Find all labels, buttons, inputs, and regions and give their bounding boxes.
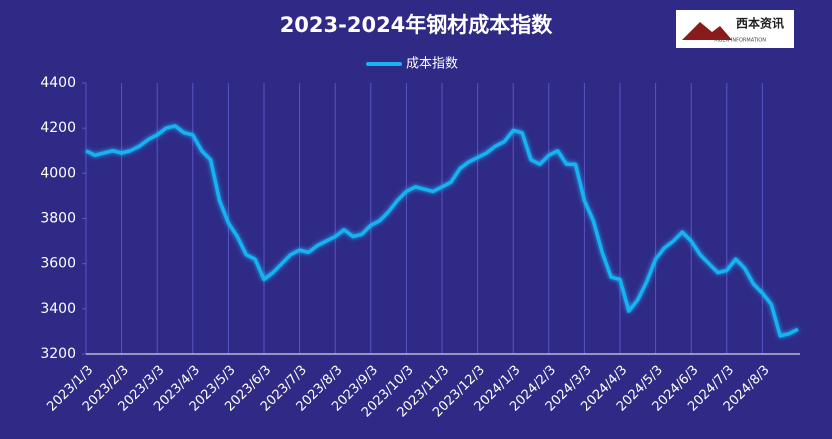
y-tick-label: 3200: [40, 346, 76, 362]
legend-label: 成本指数: [406, 57, 458, 72]
logo-subtitle: XIBEN INFORMATION: [714, 38, 766, 44]
chart-title: 2023-2024年钢材成本指数: [280, 13, 554, 37]
y-tick-label: 4200: [40, 120, 76, 136]
y-tick-label: 4400: [40, 75, 76, 91]
logo: 西本资讯 XIBEN INFORMATION: [676, 10, 794, 48]
logo-icon: [682, 22, 732, 40]
logo-name: 西本资讯: [736, 16, 784, 31]
y-tick-label: 3600: [40, 256, 76, 272]
y-tick-label: 4000: [40, 165, 76, 181]
y-tick-label: 3400: [40, 301, 76, 317]
line-series: [85, 124, 799, 338]
y-tick-label: 3800: [40, 211, 76, 227]
